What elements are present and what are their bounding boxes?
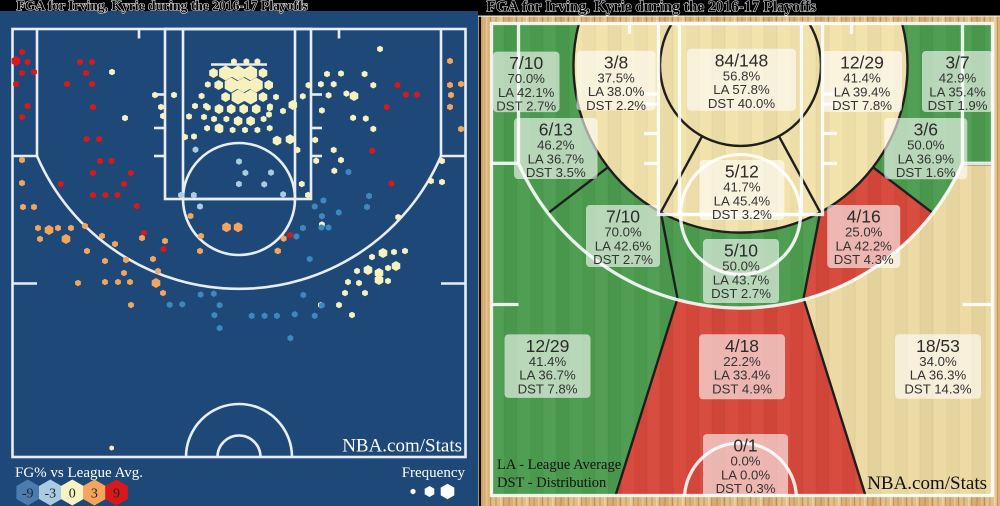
svg-text:6/13: 6/13 [539, 120, 573, 140]
svg-text:LA 42.1%: LA 42.1% [498, 85, 555, 100]
svg-text:NBA.com/Stats: NBA.com/Stats [867, 473, 987, 494]
svg-text:46.2%: 46.2% [537, 138, 575, 153]
svg-text:0/1: 0/1 [733, 436, 757, 456]
svg-text:DST 4.9%: DST 4.9% [712, 381, 772, 396]
svg-text:37.5%: 37.5% [597, 70, 635, 85]
svg-text:LA 43.7%: LA 43.7% [713, 272, 770, 287]
svg-text:0.0%: 0.0% [730, 454, 760, 469]
svg-text:9: 9 [113, 487, 120, 502]
svg-text:LA 35.4%: LA 35.4% [929, 84, 986, 99]
svg-text:DST 1.6%: DST 1.6% [896, 165, 956, 180]
svg-text:DST 2.7%: DST 2.7% [593, 252, 653, 267]
svg-text:0: 0 [69, 487, 76, 502]
svg-text:LA 36.7%: LA 36.7% [519, 368, 576, 383]
svg-text:DST 0.3%: DST 0.3% [716, 481, 776, 496]
svg-text:LA 42.6%: LA 42.6% [595, 238, 652, 253]
svg-text:41.4%: 41.4% [843, 71, 881, 86]
svg-text:3/7: 3/7 [945, 53, 969, 73]
svg-text:LA 42.2%: LA 42.2% [835, 238, 892, 253]
svg-text:18/53: 18/53 [916, 336, 960, 356]
svg-text:LA 36.7%: LA 36.7% [528, 151, 585, 166]
svg-text:LA 57.8%: LA 57.8% [713, 82, 770, 97]
svg-text:DST 40.0%: DST 40.0% [708, 96, 775, 111]
svg-text:3: 3 [91, 487, 98, 502]
svg-text:DST 7.8%: DST 7.8% [518, 382, 578, 397]
svg-text:84/148: 84/148 [715, 50, 769, 70]
svg-text:7/10: 7/10 [606, 207, 640, 227]
svg-text:Frequency: Frequency [402, 465, 466, 481]
svg-text:34.0%: 34.0% [919, 354, 957, 369]
svg-text:DST 14.3%: DST 14.3% [904, 381, 971, 396]
svg-text:LA 36.9%: LA 36.9% [898, 151, 955, 166]
svg-text:7/10: 7/10 [509, 53, 543, 73]
svg-text:LA - League Average: LA - League Average [497, 457, 621, 473]
svg-text:70.0%: 70.0% [507, 71, 545, 86]
svg-text:DST 4.3%: DST 4.3% [834, 252, 894, 267]
svg-text:DST 2.2%: DST 2.2% [586, 98, 646, 113]
svg-text:4/18: 4/18 [725, 336, 759, 356]
svg-text:LA 36.3%: LA 36.3% [910, 368, 967, 383]
svg-text:DST 3.5%: DST 3.5% [526, 165, 586, 180]
svg-text:25.0%: 25.0% [845, 225, 883, 240]
svg-text:3/6: 3/6 [914, 120, 938, 140]
svg-text:41.7%: 41.7% [723, 180, 761, 195]
svg-text:-3: -3 [44, 487, 56, 502]
svg-text:DST 1.9%: DST 1.9% [928, 98, 988, 113]
svg-text:FG% vs League Avg.: FG% vs League Avg. [15, 465, 143, 481]
svg-text:3/8: 3/8 [604, 52, 628, 72]
svg-text:LA 38.0%: LA 38.0% [588, 84, 645, 99]
svg-text:DST 2.7%: DST 2.7% [711, 286, 771, 301]
svg-text:42.9%: 42.9% [939, 71, 977, 86]
svg-text:DST - Distribution: DST - Distribution [497, 475, 607, 491]
svg-text:5/10: 5/10 [724, 241, 758, 261]
svg-text:22.2%: 22.2% [723, 354, 761, 369]
svg-text:FGA for Irving, Kyrie during t: FGA for Irving, Kyrie during the 2016-17… [17, 0, 308, 13]
svg-text:70.0%: 70.0% [604, 225, 642, 240]
svg-text:12/29: 12/29 [840, 53, 884, 73]
svg-text:LA 0.0%: LA 0.0% [721, 467, 770, 482]
svg-text:12/29: 12/29 [526, 336, 570, 356]
svg-text:LA 39.4%: LA 39.4% [834, 84, 891, 99]
svg-text:DST 2.7%: DST 2.7% [496, 99, 556, 114]
svg-text:FGA for Irving, Kyrie during t: FGA for Irving, Kyrie during the 2016-17… [487, 0, 817, 16]
svg-text:LA 45.4%: LA 45.4% [714, 193, 771, 208]
svg-text:DST 3.2%: DST 3.2% [712, 207, 772, 222]
svg-text:4/16: 4/16 [847, 207, 881, 227]
svg-text:DST 7.8%: DST 7.8% [832, 98, 892, 113]
svg-text:41.4%: 41.4% [529, 354, 567, 369]
svg-text:56.8%: 56.8% [723, 68, 761, 83]
svg-text:-9: -9 [22, 487, 34, 502]
svg-text:NBA.com/Stats: NBA.com/Stats [342, 436, 462, 457]
svg-text:LA 33.4%: LA 33.4% [714, 368, 771, 383]
svg-text:50.0%: 50.0% [722, 259, 760, 274]
svg-text:50.0%: 50.0% [907, 138, 945, 153]
svg-text:5/12: 5/12 [725, 162, 759, 182]
